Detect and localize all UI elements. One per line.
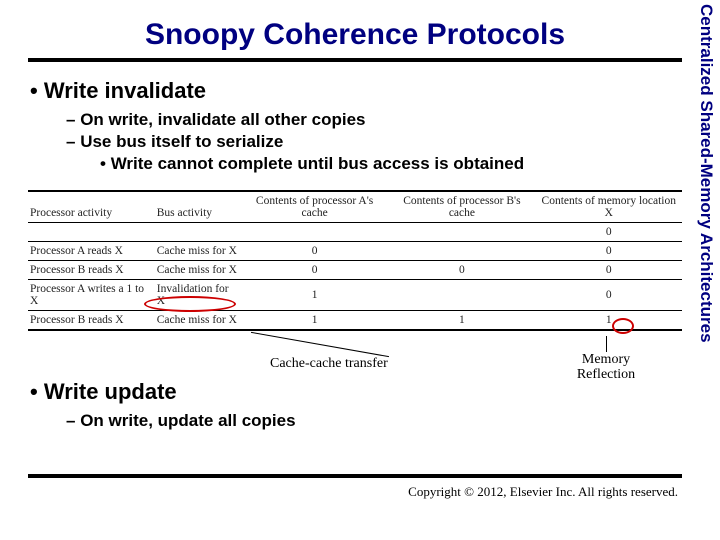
table-header-row: Processor activity Bus activity Contents…	[28, 191, 682, 223]
bullet-write-cannot-complete: Write cannot complete until bus access i…	[100, 154, 682, 174]
table-col-header: Contents of processor A's cache	[241, 191, 388, 223]
table-row: Processor A reads X Cache miss for X 0 0	[28, 242, 682, 261]
table-cell	[241, 223, 388, 242]
table-col-header: Processor activity	[28, 191, 155, 223]
copyright-text: Copyright © 2012, Elsevier Inc. All righ…	[408, 484, 678, 500]
table-row: Processor A writes a 1 to X Invalidation…	[28, 280, 682, 311]
table-col-header: Contents of memory location X	[536, 191, 682, 223]
table-cell: 0	[536, 223, 682, 242]
table-cell: Processor B reads X	[28, 311, 155, 331]
table-cell: 1	[536, 311, 682, 331]
annot-line-cache-cache	[251, 332, 389, 357]
annot-memory-line2: Reflection	[577, 367, 635, 382]
title-underline	[28, 58, 682, 62]
table-cell	[155, 223, 241, 242]
bullet-write-invalidate: Write invalidate	[30, 78, 682, 104]
table-cell	[388, 223, 535, 242]
bullet-on-write-update: On write, update all copies	[66, 411, 682, 431]
table-cell: 0	[241, 261, 388, 280]
table-cell	[388, 280, 535, 311]
table-cell: 1	[241, 311, 388, 331]
annot-cache-cache-transfer: Cache-cache transfer	[270, 356, 388, 371]
annot-memory-line1: Memory	[582, 352, 630, 367]
table-cell: Invalidation for X	[155, 280, 241, 311]
table-cell: 0	[388, 261, 535, 280]
annot-line-memory	[606, 336, 607, 352]
section-write-update: Write update On write, update all copies	[28, 379, 682, 431]
table-row: 0	[28, 223, 682, 242]
bullet-on-write-invalidate: On write, invalidate all other copies	[66, 110, 682, 130]
bullet-write-update: Write update	[30, 379, 682, 405]
table-cell: 0	[241, 242, 388, 261]
table-cell: Cache miss for X	[155, 261, 241, 280]
table-cell	[388, 242, 535, 261]
table-cell: 0	[536, 242, 682, 261]
bullet-use-bus: Use bus itself to serialize	[66, 132, 682, 152]
table-cell: 1	[241, 280, 388, 311]
table-row: Processor B reads X Cache miss for X 0 0…	[28, 261, 682, 280]
table-row: Processor B reads X Cache miss for X 1 1…	[28, 311, 682, 331]
coherence-table: Processor activity Bus activity Contents…	[28, 190, 682, 331]
table-cell: Cache miss for X	[155, 311, 241, 331]
table-cell: Cache miss for X	[155, 242, 241, 261]
table-cell: 1	[388, 311, 535, 331]
table-cell: Processor A writes a 1 to X	[28, 280, 155, 311]
bottom-underline	[28, 474, 682, 478]
table-cell: 0	[536, 280, 682, 311]
table-cell: Processor B reads X	[28, 261, 155, 280]
vertical-section-label: Centralized Shared-Memory Architectures	[696, 4, 716, 343]
table-col-header: Bus activity	[155, 191, 241, 223]
slide: Centralized Shared-Memory Architectures …	[0, 0, 720, 540]
annot-memory-reflection: Memory Reflection	[556, 352, 656, 383]
table-cell	[28, 223, 155, 242]
slide-title: Snoopy Coherence Protocols	[28, 18, 682, 52]
table-col-header: Contents of processor B's cache	[388, 191, 535, 223]
table-cell: 0	[536, 261, 682, 280]
table-cell: Processor A reads X	[28, 242, 155, 261]
